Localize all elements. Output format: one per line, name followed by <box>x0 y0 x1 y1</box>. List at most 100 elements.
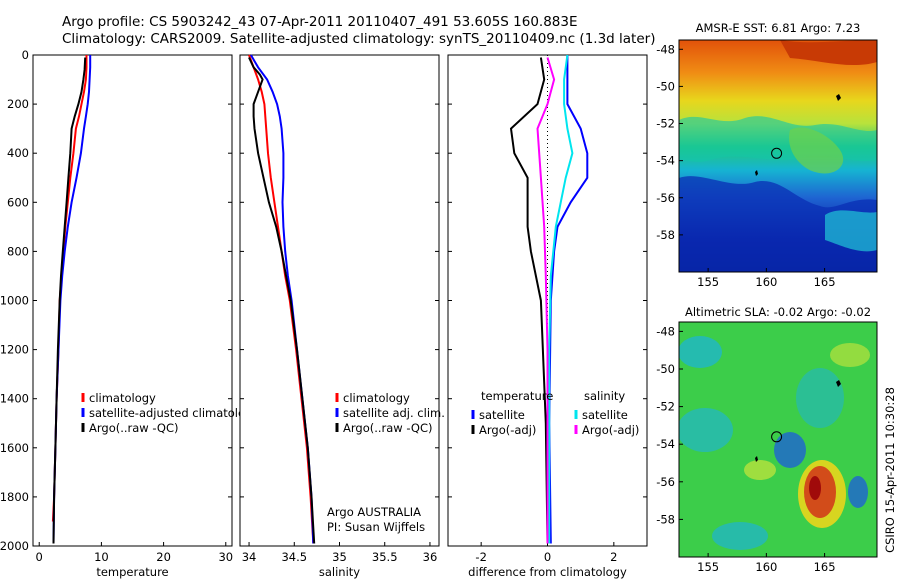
sla-low-eddy-nw <box>679 336 722 368</box>
sla-ridge <box>744 460 776 480</box>
legend-label: Argo(..raw -QC) <box>89 421 179 435</box>
profile-panels: 0 10 20 30temperature0200400600800100012001… <box>0 48 648 579</box>
y-tick-label: 2000 <box>0 539 29 553</box>
sst-argo-position-marker <box>771 147 783 159</box>
map-x-tick-label: 155 <box>697 275 719 289</box>
series-line-difference-argo-adj <box>536 57 556 544</box>
series-line-difference-satellite <box>548 54 574 544</box>
y-tick-label: 1200 <box>0 343 29 357</box>
map-y-tick-label: -54 <box>656 154 675 168</box>
sst-map-frame <box>678 39 878 273</box>
legend-label: satellite-adjusted climatology <box>89 406 259 420</box>
sst-cool-eddy <box>825 210 877 252</box>
sst-map-axes: 155 160 165 -48 -50 -52 -54 -56 -58 <box>656 42 835 289</box>
sla-island-small <box>755 456 758 462</box>
map-y-tick-label: -54 <box>656 437 675 451</box>
credit-timestamp: CSIRO 15-Apr-2011 10:30:28 <box>883 387 897 553</box>
map-x-tick-label: 165 <box>814 275 836 289</box>
sla-argo-position-marker <box>771 431 783 443</box>
map-y-tick-label: -52 <box>656 117 675 131</box>
y-tick-label: 400 <box>7 146 29 160</box>
sst-island-macquarie <box>836 94 841 101</box>
sla-map-title: Altimetric SLA: -0.02 Argo: -0.02 <box>685 305 871 319</box>
x-tick-label: 35 <box>332 550 347 564</box>
header-line2: Climatology: CARS2009. Satellite-adjuste… <box>62 31 655 47</box>
series-line-temperature-argo-raw-qc <box>52 57 87 544</box>
sla-low-eddy-w <box>679 408 733 452</box>
x-tick-label: 10 <box>94 550 109 564</box>
sst-island-small <box>755 170 758 176</box>
x-tick-label: 34.5 <box>281 550 307 564</box>
map-x-tick-label: 160 <box>755 560 777 574</box>
x-tick-label: 0 <box>544 550 551 564</box>
y-tick-label: 0 <box>22 48 29 62</box>
legend-label: satellite <box>479 408 525 422</box>
legend-title-salinity: salinity <box>584 389 625 403</box>
map-y-tick-label: -58 <box>656 512 675 526</box>
map-y-tick-label: -48 <box>656 42 675 56</box>
sla-low-eddy-e <box>848 476 868 508</box>
legend-label: Argo(-adj) <box>582 423 639 437</box>
x-axis-label-temperature: temperature <box>96 565 168 579</box>
sst-warm-eddy <box>789 127 844 174</box>
x-tick-label: 36 <box>423 550 438 564</box>
x-tick-label: 35.5 <box>372 550 398 564</box>
sst-map-title: AMSR-E SST: 6.81 Argo: 7.23 <box>696 21 861 35</box>
sla-deep-low-eddy <box>774 432 806 468</box>
x-tick-label: 20 <box>156 550 171 564</box>
sla-map-axes: 155 160 165 -48 -50 -52 -54 -56 -58 <box>656 324 835 574</box>
sla-high-eddy-core <box>809 476 821 500</box>
sla-map-field <box>679 322 877 557</box>
x-tick-label: 0 <box>36 550 43 564</box>
legend-label: Argo(-adj) <box>479 423 536 437</box>
legend-label: satellite <box>582 408 628 422</box>
x-axis-label-difference: difference from climatology <box>468 565 627 579</box>
y-tick-label: 200 <box>7 97 29 111</box>
sla-ridge-ne <box>830 343 870 367</box>
map-y-tick-label: -52 <box>656 400 675 414</box>
map-y-tick-label: -50 <box>656 362 675 376</box>
sla-island-macquarie <box>836 380 841 387</box>
panel-frame-temperature <box>32 54 233 547</box>
y-tick-label: 600 <box>7 195 29 209</box>
series-line-salinity-argo-raw-qc <box>248 57 316 544</box>
argo-program-label: Argo AUSTRALIA <box>327 505 421 519</box>
series-line-difference-argo-adj <box>509 57 549 544</box>
y-tick-label: 1600 <box>0 441 29 455</box>
x-tick-label: -2 <box>475 550 486 564</box>
legend-label: climatology <box>89 391 156 405</box>
map-y-tick-label: -50 <box>656 79 675 93</box>
panel-frame-salinity <box>239 54 440 547</box>
sla-low-eddy-sw <box>712 522 768 550</box>
legend-title-temperature: temperature <box>481 389 553 403</box>
map-y-tick-label: -58 <box>656 228 675 242</box>
sla-low-eddy-ne <box>796 368 844 428</box>
sst-warm-patch <box>780 40 877 66</box>
map-x-tick-label: 160 <box>755 275 777 289</box>
sst-cold-water <box>679 176 877 272</box>
legend-label: Argo(..raw -QC) <box>343 421 433 435</box>
x-axis-label-salinity: salinity <box>319 565 360 579</box>
y-tick-label: 1800 <box>0 490 29 504</box>
principal-investigator-label: PI: Susan Wijffels <box>327 520 425 534</box>
y-tick-label: 1000 <box>0 294 29 308</box>
map-y-tick-label: -56 <box>656 191 675 205</box>
header-line1: Argo profile: CS 5903242_43 07-Apr-2011 … <box>62 14 578 30</box>
map-x-tick-label: 155 <box>697 560 719 574</box>
y-tick-label: 800 <box>7 244 29 258</box>
map-x-tick-label: 165 <box>814 560 836 574</box>
map-y-tick-label: -56 <box>656 475 675 489</box>
panel-salinity: 34 34.5 35 35.5 36 salinity climatologysatelli… <box>239 54 445 579</box>
legend-label: satellite adj. clim. <box>343 406 445 420</box>
sst-map-field <box>679 40 877 272</box>
legend-label: climatology <box>343 391 410 405</box>
y-tick-label: 1400 <box>0 392 29 406</box>
x-tick-label: 2 <box>610 550 617 564</box>
x-tick-label: 30 <box>218 550 233 564</box>
x-tick-label: 34 <box>242 550 257 564</box>
sla-map-frame <box>678 321 878 558</box>
map-y-tick-label: -48 <box>656 324 675 338</box>
